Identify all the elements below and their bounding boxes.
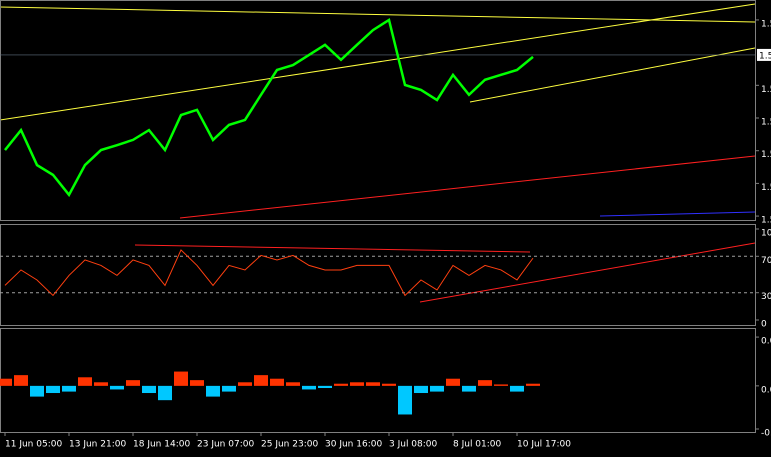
y-tick-label: 100 bbox=[761, 229, 771, 239]
y-tick-label: 1.5285 bbox=[761, 216, 771, 226]
histogram-bar bbox=[286, 382, 300, 386]
histogram-bar bbox=[174, 371, 188, 386]
histogram-bar bbox=[78, 377, 92, 386]
x-tick-label: 8 Jul 01:00 bbox=[453, 440, 502, 450]
histogram-bar bbox=[462, 385, 476, 392]
histogram-bar bbox=[14, 375, 28, 386]
trend-line bbox=[469, 47, 756, 103]
histogram-bar bbox=[510, 385, 524, 392]
histogram-bar bbox=[30, 385, 44, 397]
x-tick-label: 18 Jun 14:00 bbox=[133, 440, 190, 450]
trend-line bbox=[134, 244, 531, 253]
y-tick-label: 0 bbox=[761, 319, 767, 329]
current-price-label: 1.5778 bbox=[759, 51, 771, 61]
y-tick-label: 0.00682 bbox=[761, 337, 771, 347]
histogram-bar bbox=[62, 385, 76, 392]
histogram-bar bbox=[142, 385, 156, 394]
y-tick-label: 1.5485 bbox=[761, 150, 771, 160]
histogram-bar bbox=[238, 382, 252, 386]
y-tick-label: 0.00 bbox=[761, 385, 771, 395]
histogram-bar bbox=[270, 378, 284, 386]
histogram-bar bbox=[350, 382, 364, 386]
x-tick-label: 30 Jun 16:00 bbox=[325, 440, 382, 450]
x-tick-label: 25 Jun 23:00 bbox=[261, 440, 318, 450]
y-tick-label: 1.5685 bbox=[761, 85, 771, 95]
series-line bbox=[4, 17, 534, 198]
histogram-bar bbox=[526, 383, 540, 386]
trend-line bbox=[419, 242, 756, 303]
x-tick-label: 13 Jun 21:00 bbox=[69, 440, 126, 450]
histogram-bar bbox=[398, 385, 412, 415]
series-line bbox=[4, 249, 534, 297]
histogram-bar bbox=[110, 385, 124, 390]
x-tick-label: 3 Jul 08:00 bbox=[389, 440, 438, 450]
trend-line bbox=[0, 6, 756, 23]
histogram-bar bbox=[302, 385, 316, 390]
histogram-bar bbox=[334, 383, 348, 386]
x-tick-label: 11 Jun 05:00 bbox=[5, 440, 62, 450]
histogram-bar bbox=[494, 384, 508, 386]
panel-frame bbox=[0, 328, 756, 433]
y-tick-label: 1.5585 bbox=[761, 118, 771, 128]
histogram-bar bbox=[254, 375, 268, 386]
histogram-bar bbox=[318, 385, 332, 389]
y-tick-label: 70 bbox=[761, 256, 771, 266]
histogram-bar bbox=[478, 380, 492, 386]
histogram-bar bbox=[46, 385, 60, 394]
x-tick-label: 23 Jun 07:00 bbox=[197, 440, 254, 450]
histogram-bar bbox=[190, 380, 204, 386]
panel-frame bbox=[0, 224, 756, 326]
panel-frame bbox=[0, 0, 756, 221]
trend-line bbox=[599, 211, 756, 217]
y-tick-label: 1.5385 bbox=[761, 183, 771, 193]
current-price-box bbox=[757, 48, 771, 61]
y-tick-label: 1.5885 bbox=[761, 19, 771, 29]
y-tick-label: 30 bbox=[761, 292, 771, 302]
histogram-bar bbox=[430, 385, 444, 392]
histogram-bar bbox=[206, 385, 220, 397]
histogram-bar bbox=[94, 382, 108, 386]
trend-line bbox=[0, 3, 756, 121]
histogram-bar bbox=[158, 385, 172, 401]
trend-line bbox=[179, 155, 756, 219]
x-tick-label: 10 Jul 17:00 bbox=[517, 440, 571, 450]
histogram-bar bbox=[366, 382, 380, 386]
histogram-bar bbox=[446, 378, 460, 386]
histogram-bar bbox=[126, 380, 140, 386]
y-tick-label: -0.00603 bbox=[761, 428, 771, 438]
histogram-bar bbox=[0, 378, 12, 386]
histogram-bar bbox=[414, 385, 428, 394]
histogram-bar bbox=[222, 385, 236, 392]
histogram-bar bbox=[382, 383, 396, 386]
